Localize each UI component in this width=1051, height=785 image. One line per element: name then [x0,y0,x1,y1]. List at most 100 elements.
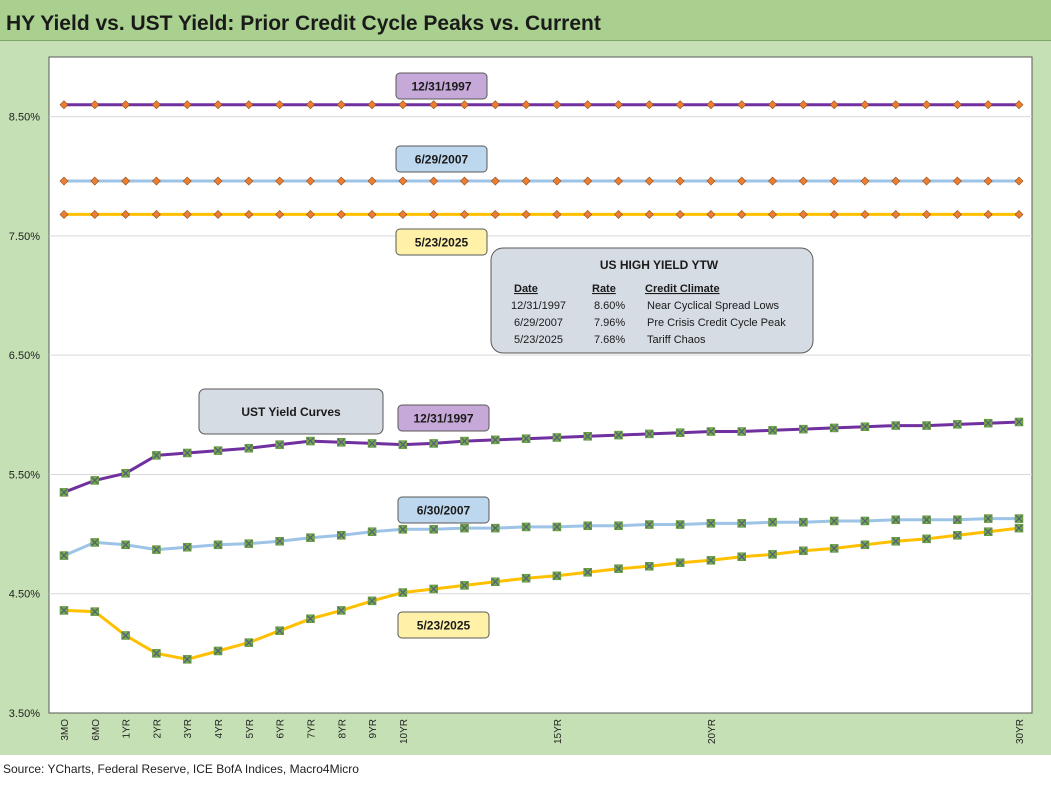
data-point [398,210,408,219]
date-label: 6/29/2007 [415,153,469,167]
cross-stroke [861,517,869,525]
cross-stroke [368,597,376,605]
cross-stroke [121,469,130,477]
data-point [490,210,500,219]
data-point [306,210,315,219]
cross-stroke [830,424,838,432]
data-point [583,100,593,110]
data-point-cross [984,514,992,523]
cross-stroke [645,520,653,529]
data-point-cross [91,538,99,547]
cross-stroke [183,449,191,457]
data-point [121,176,131,186]
cross-stroke [584,432,592,440]
data-point [490,176,500,186]
cross-stroke [984,419,992,427]
cross-stroke [491,524,499,532]
cross-stroke [430,525,438,533]
cross-stroke [799,518,807,526]
cross-stroke [645,562,653,570]
data-point-cross [707,556,715,564]
hy-table-cell: Tariff Chaos [647,334,706,346]
x-tick-label: 6MO [91,719,102,741]
data-point-cross [60,551,68,560]
data-point-cross [60,606,68,615]
data-point [922,100,932,110]
hy-table-cell: Pre Crisis Credit Cycle Peak [647,317,786,329]
x-tick-label: 3YR [183,719,194,738]
date-label-box [395,145,488,173]
data-point-cross [337,531,345,539]
data-point [59,100,69,110]
hy-table-title: US HIGH YIELD YTW [600,258,719,272]
y-tick-label: 6.50% [9,350,40,362]
data-point [244,210,254,219]
x-tick-label: 10YR [399,719,410,744]
cross-stroke [676,520,684,529]
data-point-cross [768,518,777,526]
data-point-cross [645,520,653,529]
cross-stroke [276,627,284,635]
data-point-cross [183,449,191,457]
plot-area [48,56,1033,714]
cross-stroke [645,430,653,438]
data-point [768,100,777,110]
x-tick-label: 3MO [60,719,71,741]
cross-stroke [121,541,130,549]
data-point [90,100,100,110]
data-point-cross [214,647,222,655]
cross-stroke [953,531,962,539]
data-point-cross [645,562,653,570]
cross-stroke [1015,514,1023,523]
data-point-cross [306,534,315,542]
data-point-cross [91,476,99,485]
data-point [182,100,192,110]
cross-stroke [152,545,161,554]
data-point-cross [337,438,345,446]
data-point [952,210,962,219]
data-point [367,210,377,219]
series-line [63,420,1020,494]
cross-stroke [60,551,68,560]
cross-stroke [399,525,407,533]
data-point [1014,210,1024,219]
data-point-cross [676,429,684,437]
data-point [922,176,932,186]
data-point-cross [121,631,130,640]
data-point-cross [892,421,900,430]
cross-stroke [953,516,962,524]
data-point [860,210,870,219]
cross-stroke [799,425,807,433]
cross-stroke [892,421,900,430]
hy-table-cell: Near Cyclical Spread Lows [647,300,780,312]
data-point-cross [460,581,469,590]
data-point-cross [768,550,777,558]
y-tick-label: 7.50% [9,231,40,243]
ust-box-label: UST Yield Curves [241,405,341,419]
data-point-cross [430,525,438,533]
data-point-cross [522,435,530,443]
data-point-cross [430,439,438,448]
date-label-box [397,496,490,524]
data-point-cross [830,544,838,553]
data-point [306,100,315,110]
cross-stroke [183,655,191,663]
data-point [706,176,716,186]
cross-stroke [460,437,469,445]
data-point-cross [1015,514,1023,523]
data-point-cross [738,427,746,436]
data-point [151,210,161,219]
cross-stroke [337,606,345,615]
cross-stroke [768,518,777,526]
data-point [275,210,285,219]
x-tick-label: 7YR [306,719,317,738]
data-point-cross [676,520,684,529]
cross-stroke [799,547,807,555]
cross-stroke [953,420,962,428]
data-point [182,210,192,219]
cross-stroke [430,439,438,448]
data-point-cross [152,649,161,657]
data-point [213,210,223,219]
data-point [275,100,285,110]
data-point [922,210,932,219]
